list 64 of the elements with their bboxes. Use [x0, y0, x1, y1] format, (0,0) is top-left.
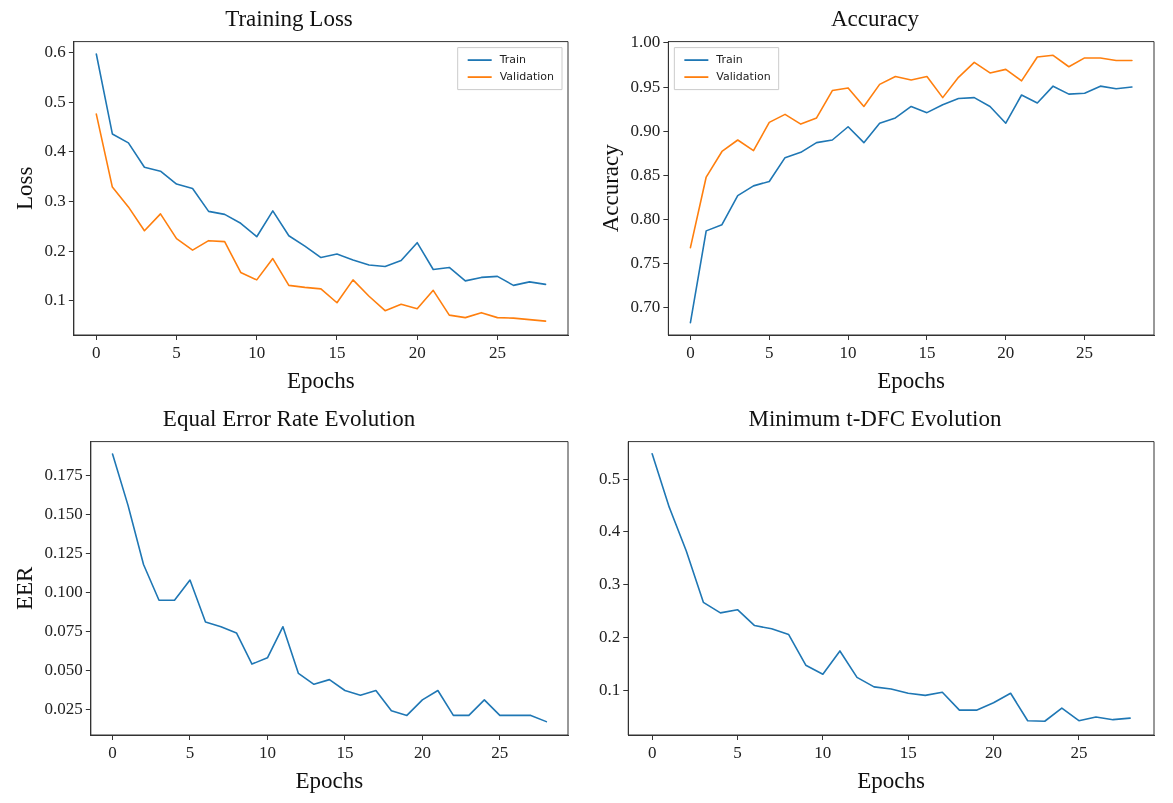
chart-title: Minimum t-DFC Evolution — [748, 405, 1003, 431]
y-tick-label: 0.050 — [44, 659, 83, 679]
legend-label: Train — [715, 52, 743, 66]
x-tick-label: 25 — [1070, 742, 1088, 762]
x-axis-title: Epochs — [287, 368, 355, 394]
y-tick-label: 0.3 — [44, 190, 66, 210]
legend-label: Validation — [716, 69, 771, 83]
x-tick-label: 0 — [647, 742, 657, 762]
chart-title: Equal Error Rate Evolution — [162, 405, 416, 431]
x-tick-label: 20 — [408, 342, 426, 362]
y-axis-title: EER — [11, 565, 37, 611]
x-tick-label: 0 — [108, 742, 117, 762]
x-axis-title: Epochs — [857, 768, 926, 794]
x-tick-label: 0 — [686, 342, 695, 362]
x-tick-label: 5 — [765, 342, 774, 362]
y-tick-label: 0.4 — [599, 521, 621, 541]
y-tick-label: 0.80 — [630, 208, 661, 228]
y-tick-label: 0.6 — [44, 41, 66, 61]
x-tick-label: 25 — [488, 342, 506, 362]
y-tick-label: 0.95 — [630, 76, 661, 96]
y-axis-title: Loss — [11, 166, 37, 211]
x-tick-label: 0 — [92, 342, 101, 362]
x-tick-label: 5 — [185, 742, 195, 762]
legend-label: Validation — [499, 69, 555, 83]
y-tick-label: 0.5 — [599, 468, 621, 488]
y-tick-label: 0.85 — [630, 164, 661, 184]
x-axis-title: Epochs — [877, 368, 946, 394]
y-tick-label: 0.3 — [599, 574, 621, 594]
legend-label: Train — [498, 52, 527, 66]
x-tick-label: 20 — [985, 742, 1003, 762]
x-tick-label: 5 — [733, 742, 742, 762]
y-tick-label: 0.1 — [599, 680, 621, 700]
x-tick-label: 15 — [336, 742, 354, 762]
x-tick-label: 25 — [1076, 342, 1094, 362]
y-tick-label: 1.00 — [630, 32, 661, 52]
y-tick-label: 0.75 — [630, 252, 661, 272]
x-tick-label: 20 — [413, 742, 431, 762]
y-tick-label: 0.075 — [44, 620, 83, 640]
y-tick-label: 0.125 — [44, 543, 83, 563]
y-tick-label: 0.100 — [44, 581, 83, 601]
y-tick-label: 0.4 — [44, 141, 67, 161]
x-tick-label: 10 — [814, 742, 832, 762]
x-tick-label: 10 — [839, 342, 857, 362]
x-tick-label: 20 — [997, 342, 1015, 362]
x-tick-label: 10 — [248, 342, 266, 362]
x-axis-title: Epochs — [295, 768, 364, 794]
y-tick-label: 0.175 — [44, 465, 83, 485]
y-tick-label: 0.1 — [44, 290, 66, 310]
x-tick-label: 15 — [328, 342, 346, 362]
y-tick-label: 0.90 — [630, 120, 661, 140]
y-tick-label: 0.2 — [44, 240, 66, 260]
y-tick-label: 0.150 — [44, 504, 83, 524]
y-tick-label: 0.2 — [599, 627, 621, 647]
y-tick-label: 0.025 — [44, 698, 83, 718]
x-tick-label: 10 — [258, 742, 276, 762]
y-axis-title: Accuracy — [597, 143, 623, 233]
x-tick-label: 15 — [899, 742, 917, 762]
x-tick-label: 15 — [918, 342, 936, 362]
y-tick-label: 0.70 — [630, 297, 661, 317]
chart-title: Training Loss — [225, 5, 353, 31]
x-tick-label: 25 — [491, 742, 509, 762]
x-tick-label: 5 — [172, 342, 181, 362]
y-tick-label: 0.5 — [44, 91, 66, 111]
chart-title: Accuracy — [830, 5, 920, 31]
